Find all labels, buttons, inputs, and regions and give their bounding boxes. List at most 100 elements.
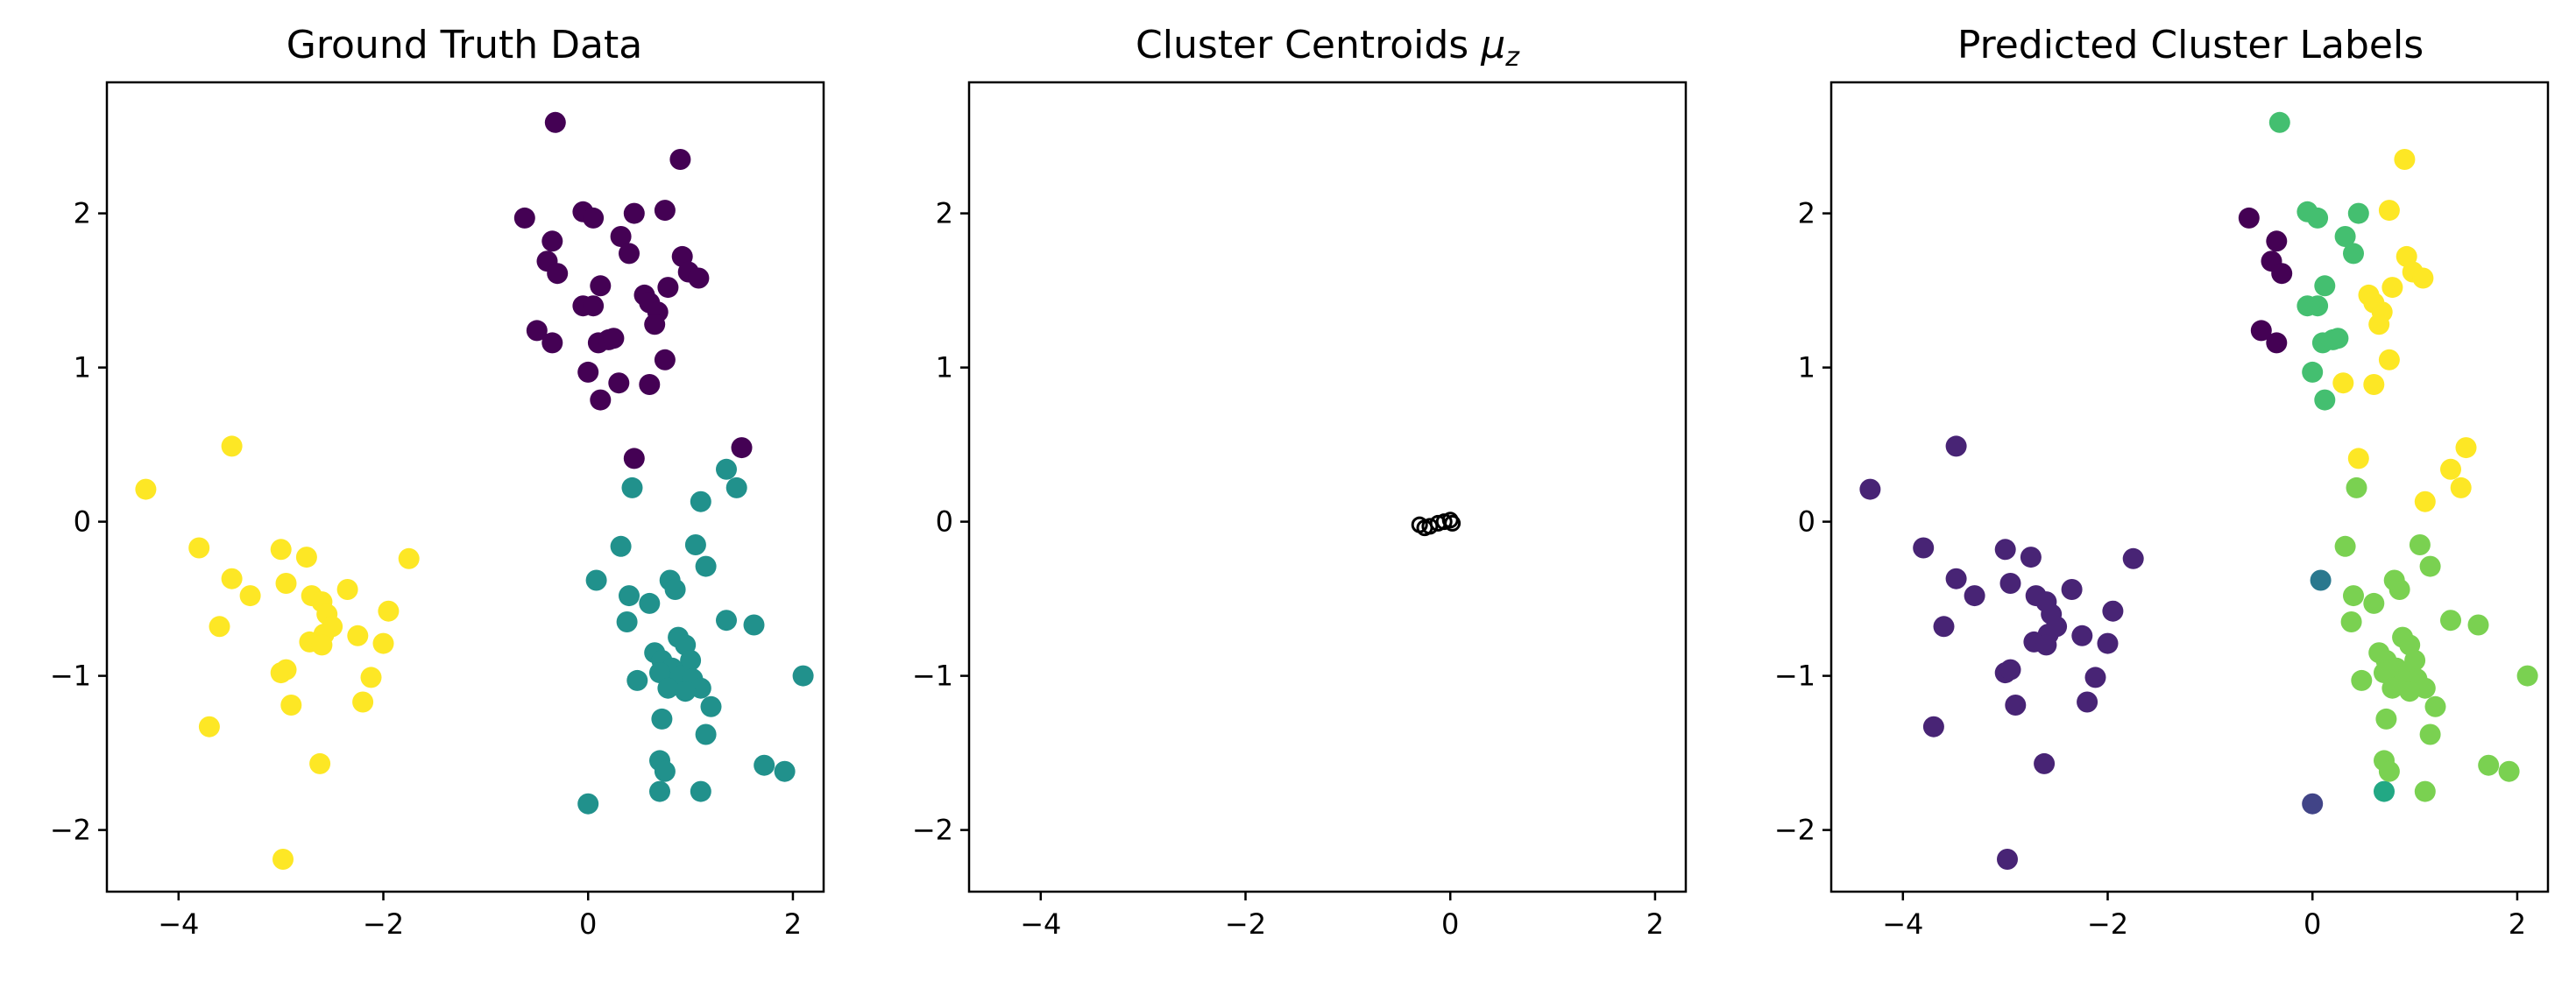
x-tick-label: −4 (158, 907, 199, 941)
y-tick-label: −2 (50, 814, 91, 847)
panel-ground-truth: Ground Truth Data −4 −2 0 2 −2 −1 0 1 2 (50, 23, 825, 941)
point (2302, 793, 2324, 815)
point (2102, 600, 2124, 622)
x-tick-label: 2 (2509, 907, 2526, 941)
point (275, 659, 297, 681)
point (577, 361, 599, 383)
x-tick-label: 0 (2304, 907, 2321, 941)
point (209, 616, 230, 638)
point (1994, 539, 2016, 561)
point (2374, 662, 2395, 684)
point (2084, 667, 2106, 688)
x-tick-label: 0 (579, 907, 597, 941)
point (295, 547, 317, 568)
point (1859, 478, 1881, 500)
point (2412, 267, 2434, 289)
y-tick-label: −2 (912, 814, 953, 847)
point (1945, 568, 1967, 589)
point (541, 230, 563, 252)
panel-title: Ground Truth Data (287, 23, 642, 67)
axes-frame (105, 81, 825, 893)
point (2363, 592, 2385, 614)
point (272, 849, 294, 870)
point (347, 625, 369, 646)
x-tick-label: −2 (2087, 907, 2128, 941)
point (725, 476, 747, 498)
point (623, 202, 645, 224)
point (2424, 695, 2446, 717)
point (2334, 226, 2356, 247)
points (135, 111, 814, 870)
panel-predicted-labels: Predicted Cluster Labels −4 −2 0 2 −2 −1 0 1 2 (1774, 23, 2550, 941)
point (649, 662, 670, 684)
point (2302, 361, 2324, 383)
point (583, 207, 605, 229)
point (654, 760, 676, 782)
point (684, 534, 706, 555)
panel-cluster-centroids: Cluster Centroids μz −4 −2 0 2 −2 −1 0 1 2 (912, 23, 1688, 941)
point (1913, 537, 1935, 559)
panel-title-main: Cluster Centroids (1136, 23, 1481, 67)
y-tick-label: −1 (1774, 660, 1815, 693)
axes-frame (1829, 81, 2550, 893)
point (2478, 754, 2500, 776)
point (547, 263, 569, 285)
point (2378, 760, 2400, 782)
point (2061, 579, 2083, 600)
point (2314, 275, 2336, 297)
point (743, 614, 765, 636)
point (616, 611, 638, 632)
point (2307, 207, 2329, 229)
axes-frame (967, 81, 1688, 893)
point (585, 569, 607, 591)
y-tick-label: 2 (74, 197, 91, 230)
point (2334, 535, 2356, 557)
point (610, 226, 632, 247)
y-tick-label: 1 (1798, 351, 1815, 385)
point (695, 555, 717, 577)
point (2399, 681, 2421, 702)
point (2005, 695, 2027, 716)
point (610, 535, 632, 557)
point (2378, 349, 2400, 371)
point (336, 579, 358, 600)
point (2388, 579, 2410, 600)
y-tick-label: 0 (74, 505, 91, 539)
point (311, 634, 333, 656)
x-tick-label: −4 (1882, 907, 1923, 941)
point (619, 585, 640, 607)
point (221, 568, 243, 589)
point (603, 328, 625, 349)
point (2374, 780, 2395, 802)
point (2368, 314, 2390, 335)
point (2332, 372, 2354, 394)
point (590, 275, 612, 297)
point (2409, 534, 2431, 555)
point (2516, 665, 2538, 687)
point (2394, 149, 2416, 170)
y-tick-label: 0 (1798, 505, 1815, 539)
point (2363, 374, 2385, 395)
x-tick-label: 0 (1441, 907, 1459, 941)
point (1964, 585, 1985, 607)
point (2414, 490, 2436, 512)
point (2327, 328, 2349, 349)
point (626, 669, 648, 691)
point (2071, 625, 2093, 646)
point (188, 537, 210, 559)
point (360, 667, 382, 688)
point (2271, 263, 2293, 285)
point (649, 780, 670, 802)
point (2450, 476, 2472, 498)
point (398, 547, 420, 569)
panel-title-subscript: z (1504, 42, 1520, 73)
points (1859, 111, 2538, 870)
panel-title: Cluster Centroids μz (1136, 23, 1520, 73)
point (2343, 585, 2364, 607)
y-tick-label: 0 (936, 505, 953, 539)
x-tick-label: −2 (1225, 907, 1266, 941)
point (2419, 723, 2441, 745)
point (688, 267, 710, 289)
point (669, 149, 691, 170)
